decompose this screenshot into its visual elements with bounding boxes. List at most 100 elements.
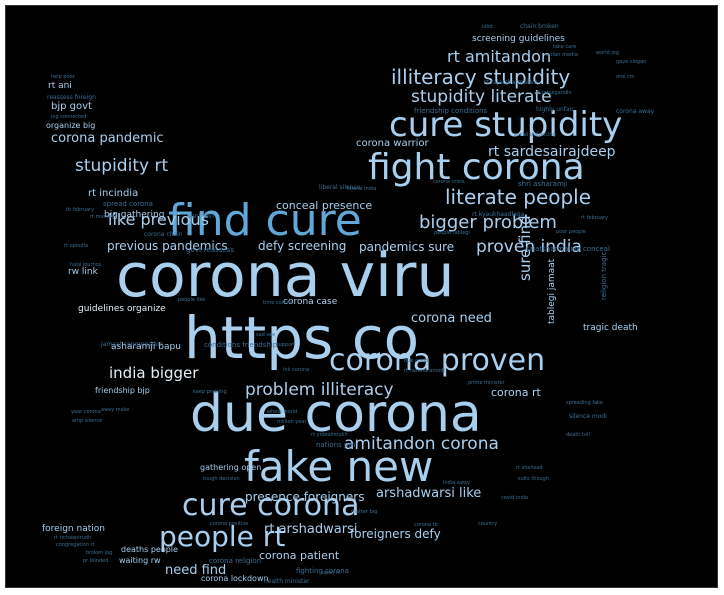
word-liberal-india: liberal india: [347, 186, 376, 192]
word-gave-slogan: gave slogan: [616, 59, 646, 65]
word-health-minister: health minister: [264, 578, 310, 585]
word-highly-unfair: highly unfair: [536, 106, 574, 113]
word-corona-positive: corona positive: [210, 521, 248, 527]
word-social-distancing: social distancing: [514, 132, 556, 138]
word-rt-ani: rt ani: [48, 81, 72, 91]
word-problem-illiteracy: problem illiteracy: [245, 380, 394, 400]
word-corona-crisis: corona crisis: [433, 179, 465, 185]
word-literate-people: literate people: [445, 185, 591, 209]
word-corona-rt: corona rt: [491, 386, 542, 399]
word-foreigners-defy: foreigners defy: [350, 527, 441, 541]
word-rt-richaanirudh: rt richaanirudh: [54, 535, 91, 541]
word-rt-sardesairajdeep: rt sardesairajdeep: [488, 144, 616, 160]
word-bigger-problem: bigger problem: [419, 212, 557, 233]
word-time-corona: time corona: [263, 300, 293, 306]
word-conceal-presence: conceal presence: [276, 199, 372, 212]
word-corona-pandemic: corona pandemic: [51, 131, 164, 146]
word-world-jog: world jog: [596, 50, 619, 56]
word-asharamji-bapu: asharamji bapu: [111, 342, 181, 352]
word-corona-patient: corona patient: [259, 549, 340, 562]
word-corona-viru: corona viru: [116, 241, 455, 311]
word-amp-silence: amp silence: [72, 418, 102, 424]
word-rt-rahulgandhi: rt rahulgandhi: [536, 90, 572, 96]
word-guidelines-organize: guidelines organize: [78, 304, 166, 314]
word-sant-shri: sant shri: [188, 213, 214, 220]
word-rt-arshadwarsi: rt arshadwarsi: [264, 522, 357, 537]
word-lnk-corona: lnk corona: [283, 367, 309, 373]
word-open-rt: open rt: [322, 570, 340, 576]
word-country: country: [478, 521, 497, 527]
word-away-make: away make: [101, 407, 130, 413]
word-jog-connected: jog connected: [50, 114, 86, 120]
word-cure-corona: cure corona: [182, 488, 359, 523]
word-india-bigger: india bigger: [109, 364, 199, 382]
word-spread-corona: spread corona: [103, 200, 153, 208]
word-matter-big: matter big: [351, 509, 377, 515]
word-rt-rajatsharmalive: rt rajatsharmalive: [484, 79, 538, 86]
word-death-toll: death toll: [566, 432, 590, 438]
word-idiot: idiot: [482, 24, 493, 30]
word-arshadwarsi-like: arshadwarsi like: [376, 486, 481, 501]
word-suits-though: suits though: [518, 476, 549, 482]
word-due-covid: due covid: [404, 358, 428, 364]
word-corona-proven: corona proven: [329, 343, 545, 378]
word-sure-find: sure find: [516, 215, 534, 281]
word-rt-amitandon: rt amitandon: [447, 47, 551, 66]
word-rt-yrdeshmukh: rt yrdeshmukh: [311, 432, 348, 438]
word-amitandon-corona: amitandon corona: [344, 434, 499, 454]
word-tablegi-jamaat: tablegi jamaat: [547, 258, 557, 324]
word-prime-minister: prime minister: [468, 380, 506, 386]
word-corona-lockdown: corona lockdown: [201, 574, 269, 583]
word-jamaat-congregation: jamaat congregation: [100, 341, 164, 348]
word-rt-february: rt february: [581, 215, 608, 221]
word-need-find: need find: [165, 563, 226, 578]
word-chain-broken: chain broken: [520, 23, 559, 30]
word-nations-pm: nations pm: [316, 441, 355, 449]
word-tough-decision: tough decision: [203, 476, 240, 482]
word-corona-case: corona case: [283, 297, 338, 307]
word-help-poor: help poor: [51, 74, 76, 80]
word-take-care: take care: [553, 44, 576, 50]
word-million-year: million year: [277, 419, 307, 425]
word-rt-mvmeet: rt mvmeet: [90, 214, 116, 220]
word-support: support: [276, 342, 295, 348]
word-people-rt: people rt: [159, 520, 285, 553]
word-previous-pandemics: previous pandemics: [107, 239, 228, 253]
word-rt-incindia: rt incindia: [88, 188, 138, 199]
word-rt-opindia: rt opindia: [64, 243, 88, 249]
word-india-away: india away: [443, 480, 470, 486]
word-unfair-media: unfair media: [546, 52, 578, 58]
word-tb-february: tb february: [66, 207, 94, 213]
word-proven-india: proven india: [476, 237, 582, 257]
word-reassess-foreign: reassess foreign: [47, 94, 96, 101]
word-poor-people: poor people: [556, 229, 586, 235]
word-foreign-nation: foreign nation: [42, 524, 105, 534]
word-waiting-rw: waiting rw: [119, 556, 161, 565]
word-corona-chain: corona chain: [144, 231, 183, 238]
word-corona-need: corona need: [411, 311, 492, 326]
word-rt-shehzad: rt shehzad: [516, 465, 543, 471]
word-like-previous: like previous: [108, 210, 209, 229]
word-corona-religion: corona religion: [209, 557, 261, 565]
word-tragic-death: tragic death: [583, 323, 638, 333]
word-stupidity-rt: stupidity rt: [75, 156, 168, 176]
word-cloud-canvas: corona viru https co due corona fake new…: [5, 5, 718, 588]
word-keep-praising: keep praising: [193, 389, 227, 395]
word-liberal-silence: liberal silence: [319, 184, 361, 191]
word-sad-see: sad see: [256, 332, 275, 338]
word-due-corona: due corona: [190, 384, 482, 444]
word-big-gathering: big gathering: [104, 210, 164, 220]
word-screening-guidelines: screening guidelines: [472, 34, 565, 44]
word-people-tablegi: people tablegi: [434, 230, 470, 236]
word-cure-stupidity: cure stupidity: [389, 105, 622, 145]
word-pandemics-sure: pandemics sure: [359, 240, 454, 254]
word-rt-kyaukhaadlega: rt kyaukhaadlega: [472, 211, 525, 218]
word-presence-foreigners: presence foreigners: [245, 490, 364, 504]
word-religion-tragic: religion tragic: [600, 251, 608, 300]
word-friendship-bjp: friendship bjp: [95, 386, 150, 395]
word-corona-away: corona away: [616, 108, 655, 115]
word-hate-journos: hate journos: [70, 262, 102, 268]
word-illiteracy-stupidity: illiteracy stupidity: [391, 65, 570, 89]
word-bjp-govt: bjp govt: [51, 101, 92, 112]
word-organize-big: organize big: [46, 121, 95, 130]
